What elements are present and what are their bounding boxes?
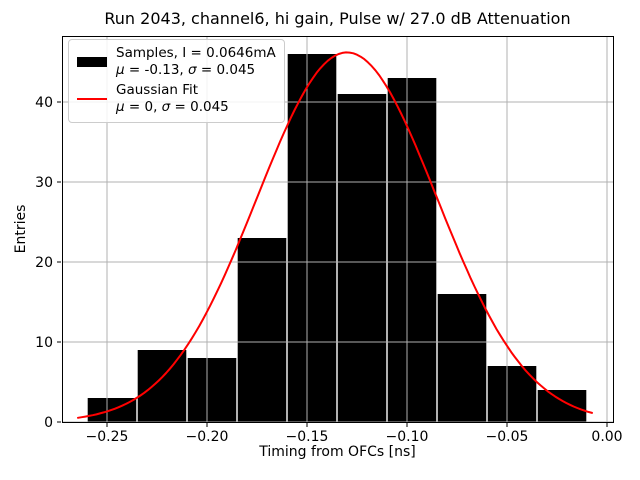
- sigma-value: = 0.045: [196, 62, 256, 78]
- legend-samples-text: Samples, I = 0.0646mA μ = -0.13, σ = 0.0…: [116, 45, 276, 79]
- x-tick-label: −0.10: [386, 429, 429, 445]
- y-tick-label: 0: [44, 415, 53, 431]
- legend: Samples, I = 0.0646mA μ = -0.13, σ = 0.0…: [68, 39, 285, 123]
- legend-entry-fit: Gaussian Fit μ = 0, σ = 0.045: [77, 82, 276, 116]
- y-axis-label: Entries: [13, 204, 29, 254]
- y-tick-label: 20: [35, 255, 53, 271]
- histogram-swatch: [77, 57, 107, 67]
- histogram-bar: [237, 238, 287, 422]
- legend-fit-label: Gaussian Fit: [116, 82, 199, 98]
- legend-samples-stats: μ = -0.13, σ = 0.045: [116, 62, 276, 79]
- histogram-bar: [487, 366, 537, 422]
- histogram-bar: [387, 78, 437, 422]
- tick-marks: [57, 101, 608, 427]
- tick-labels: −0.25 −0.20 −0.15 −0.10 −0.05 0.00 0 10 20 30 40: [35, 95, 622, 445]
- y-tick-label: 10: [35, 335, 53, 351]
- legend-entry-samples: Samples, I = 0.0646mA μ = -0.13, σ = 0.0…: [77, 45, 276, 79]
- histogram-bars: [87, 54, 587, 422]
- histogram-bar: [137, 350, 187, 422]
- mu-symbol: μ: [116, 62, 125, 78]
- sigma-value: = 0.045: [170, 99, 229, 115]
- legend-samples-label: Samples, I = 0.0646mA: [116, 45, 276, 61]
- legend-fit-text: Gaussian Fit μ = 0, σ = 0.045: [116, 82, 229, 116]
- histogram-bar: [187, 358, 237, 422]
- histogram-bar: [287, 54, 337, 422]
- axes-frame: [62, 36, 614, 423]
- x-tick-label: −0.05: [486, 429, 529, 445]
- mu-symbol: μ: [116, 99, 125, 115]
- y-tick-label: 30: [35, 175, 53, 191]
- mu-value: = -0.13,: [124, 62, 189, 78]
- x-tick-label: 0.00: [591, 429, 622, 445]
- histogram-bar: [437, 294, 487, 422]
- sigma-symbol: σ: [188, 62, 197, 78]
- x-tick-label: −0.25: [86, 429, 129, 445]
- histogram-bar: [337, 94, 387, 422]
- mu-value: = 0,: [124, 99, 162, 115]
- x-tick-label: −0.15: [286, 429, 329, 445]
- y-tick-label: 40: [35, 95, 53, 111]
- x-axis-label: Timing from OFCs [ns]: [259, 444, 416, 460]
- gaussian-fit-swatch: [77, 98, 107, 100]
- gaussian-fit-curve: [77, 51, 593, 419]
- histogram-bar: [537, 390, 587, 422]
- legend-fit-stats: μ = 0, σ = 0.045: [116, 99, 229, 116]
- x-tick-label: −0.20: [186, 429, 229, 445]
- sigma-symbol: σ: [161, 99, 171, 115]
- chart-title: Run 2043, channel6, hi gain, Pulse w/ 27…: [104, 9, 571, 28]
